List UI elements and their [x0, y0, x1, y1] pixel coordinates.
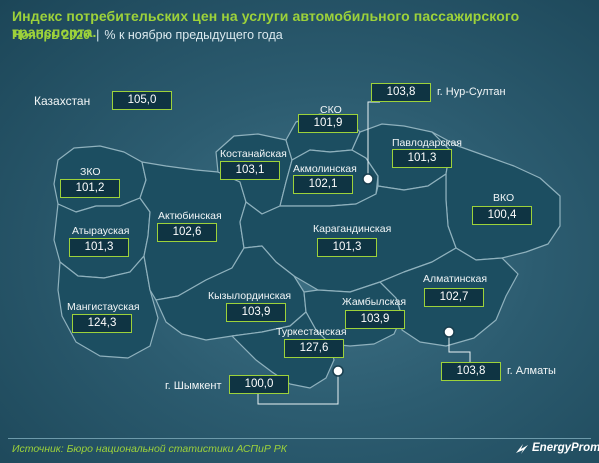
brand-name: EnergyProm [532, 442, 599, 454]
country-label: Казахстан [34, 94, 91, 108]
city-label-almaty: г. Алматы [507, 365, 556, 377]
period-label: Ноябрь 2020 [12, 28, 91, 42]
page-subtitle: Ноябрь 2020 | % к ноябрю предыдущего года [12, 28, 283, 42]
region-value-mangistau: 124,3 [72, 314, 132, 333]
region-value-karaganda: 101,3 [317, 238, 377, 257]
region-value-aktobe: 102,6 [157, 223, 217, 242]
region-label-mangistau: Мангистауская [67, 301, 140, 313]
brand-logo: EnergyProm [514, 440, 599, 460]
region-value-zhambyl: 103,9 [345, 310, 405, 329]
city-marker-icon [362, 173, 374, 185]
region-value-pavlodar: 101,3 [392, 149, 452, 168]
city-marker-icon [332, 365, 344, 377]
region-label-zhambyl: Жамбылская [342, 296, 407, 308]
leader-line-almaty [448, 332, 471, 362]
city-value-nur-sultan: 103,8 [371, 83, 431, 102]
region-value-almaty: 102,7 [424, 288, 484, 307]
energyprom-logo-icon [516, 444, 528, 454]
leader-line-shymkent [257, 372, 339, 405]
region-label-kostanay: Костанайская [220, 148, 287, 160]
region-value-kyzylorda: 103,9 [226, 303, 286, 322]
region-label-zko: ЗКО [80, 166, 101, 178]
region-label-vko: ВКО [493, 192, 515, 204]
region-label-aktobe: Актюбинская [158, 210, 222, 222]
region-label-akmola: Акмолинская [293, 163, 357, 175]
city-value-almaty: 103,8 [441, 362, 501, 381]
region-value-kostanay: 103,1 [220, 161, 280, 180]
region-label-sko: СКО [320, 104, 342, 116]
region-value-akmola: 102,1 [293, 175, 353, 194]
region-label-turkestan: Туркестанская [276, 326, 347, 338]
region-turkestan [231, 311, 335, 389]
city-label-shymkent: г. Шымкент [165, 380, 222, 392]
region-label-pavlodar: Павлодарская [392, 137, 462, 149]
city-value-shymkent: 100,0 [229, 375, 289, 394]
region-value-vko: 100,4 [472, 206, 532, 225]
city-marker-icon [443, 326, 455, 338]
region-value-sko: 101,9 [298, 114, 358, 133]
region-label-atyrau: Атырауская [72, 225, 130, 237]
country-value: 105,0 [112, 91, 172, 110]
footer-divider [8, 438, 591, 439]
unit-label: % к ноябрю предыдущего года [104, 28, 283, 42]
leader-line-nur-sultan [367, 101, 380, 178]
region-label-karaganda: Карагандинская [313, 223, 392, 235]
city-label-nur-sultan: г. Нур-Султан [437, 86, 506, 98]
region-value-turkestan: 127,6 [284, 339, 344, 358]
region-value-atyrau: 101,3 [69, 238, 129, 257]
region-label-kyzylorda: Кызылординская [208, 290, 292, 302]
page-title: Индекс потребительских цен на услуги авт… [12, 8, 520, 40]
region-label-almaty: Алматинская [423, 273, 488, 285]
source-note: Источник: Бюро национальной статистики А… [12, 443, 287, 455]
region-value-zko: 101,2 [60, 179, 120, 198]
subtitle-separator: | [96, 28, 100, 42]
